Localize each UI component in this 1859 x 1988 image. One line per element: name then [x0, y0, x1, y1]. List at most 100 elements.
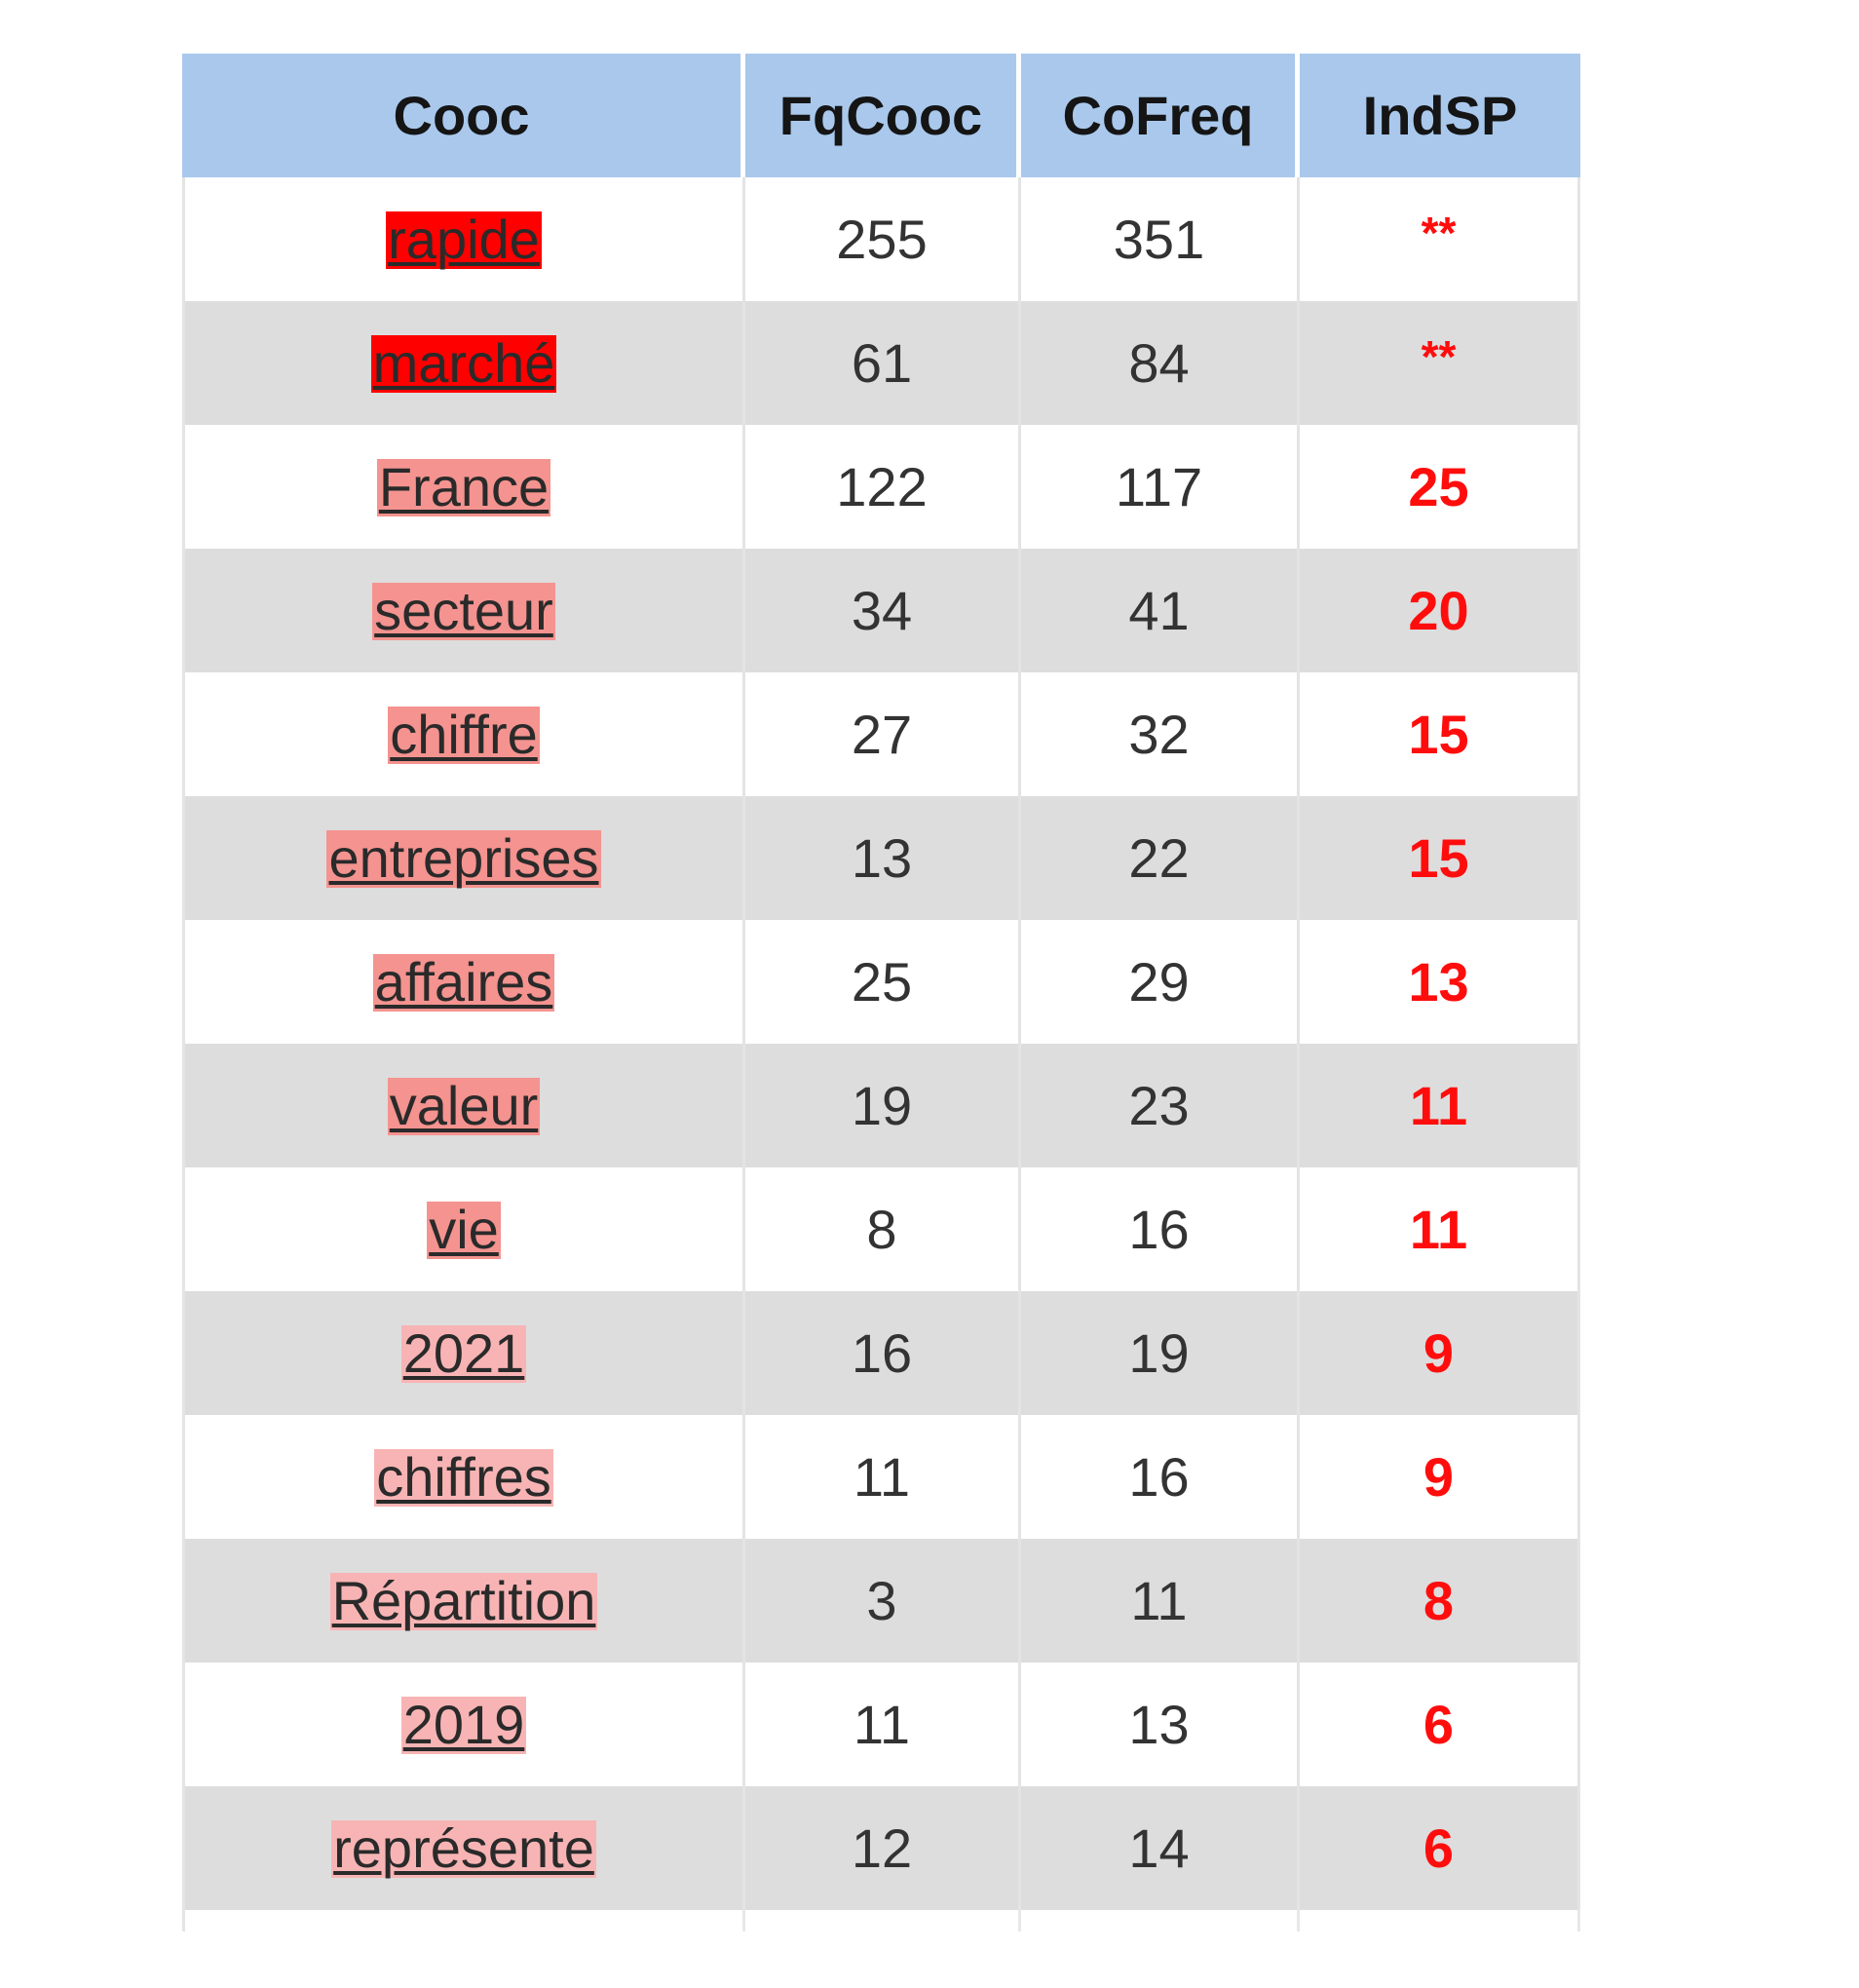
indsp-cell: **	[1300, 177, 1580, 301]
cofreq-cell: 22	[1021, 796, 1300, 920]
fqcooc-cell: 12	[745, 1786, 1021, 1910]
cofreq-cell: 84	[1021, 301, 1300, 425]
cooc-word-link[interactable]: chiffre	[388, 704, 540, 765]
indsp-cell: 9	[1300, 1291, 1580, 1415]
cooc-word-link[interactable]: rapide	[386, 209, 542, 270]
cofreq-cell: 23	[1021, 1044, 1300, 1167]
indsp-cell: 15	[1300, 796, 1580, 920]
cooc-word-link[interactable]: France	[376, 456, 551, 517]
cofreq-cell: 14	[1021, 1786, 1300, 1910]
indsp-value: 9	[1423, 1322, 1455, 1384]
cofreq-cell: 19	[1021, 1291, 1300, 1415]
indsp-value: 15	[1408, 827, 1469, 889]
column-header-fqcooc[interactable]: FqCooc	[745, 54, 1021, 177]
table-body: rapide 255 351 ** marché 61 84 ** France 122 117 25…	[182, 177, 1580, 1931]
table-row: représente 12 14 6	[182, 1786, 1580, 1910]
cofreq-cell: 16	[1021, 1167, 1300, 1291]
fqcooc-cell: 11	[745, 1415, 1021, 1539]
fqcooc-cell: 13	[745, 796, 1021, 920]
fqcooc-cell: 255	[745, 177, 1021, 301]
cooccurrence-table: Cooc FqCooc CoFreq IndSP rapide 255 351 ** m…	[182, 54, 1580, 1931]
table-row: entreprises 13 22 15	[182, 796, 1580, 920]
table-row: marché 61 84 **	[182, 301, 1580, 425]
indsp-cell: 6	[1300, 1663, 1580, 1786]
fqcooc-cell: 27	[745, 672, 1021, 796]
cofreq-cell: 351	[1021, 177, 1300, 301]
column-header-indsp[interactable]: IndSP	[1300, 54, 1580, 177]
indsp-cell: 11	[1300, 1167, 1580, 1291]
indsp-cell: 6	[1300, 1786, 1580, 1910]
table-row: rapide 255 351 **	[182, 177, 1580, 301]
table-row: France 122 117 25	[182, 425, 1580, 549]
cutoff-cell	[182, 1910, 745, 1931]
indsp-value: 15	[1408, 704, 1469, 765]
cooc-cell: marché	[182, 301, 745, 425]
indsp-cell: 13	[1300, 920, 1580, 1044]
cooc-cell: chiffres	[182, 1415, 745, 1539]
cooc-word-link[interactable]: vie	[427, 1199, 501, 1260]
indsp-cell: **	[1300, 301, 1580, 425]
cooc-cell: affaires	[182, 920, 745, 1044]
cooc-cell: France	[182, 425, 745, 549]
cooccurrence-table-container: Cooc FqCooc CoFreq IndSP rapide 255 351 ** m…	[182, 54, 1580, 1931]
indsp-value: 6	[1423, 1694, 1455, 1755]
cooc-cell: entreprises	[182, 796, 745, 920]
cooc-word-link[interactable]: 2021	[400, 1322, 527, 1384]
cooc-cell: chiffre	[182, 672, 745, 796]
table-row: 2019 11 13 6	[182, 1663, 1580, 1786]
column-header-cooc[interactable]: Cooc	[182, 54, 745, 177]
cooc-word-link[interactable]: représente	[331, 1817, 596, 1879]
cofreq-cell: 13	[1021, 1663, 1300, 1786]
fqcooc-cell: 19	[745, 1044, 1021, 1167]
fqcooc-cell: 8	[745, 1167, 1021, 1291]
fqcooc-cell: 34	[745, 549, 1021, 672]
cooc-cell: représente	[182, 1786, 745, 1910]
indsp-value: 25	[1408, 456, 1469, 517]
fqcooc-cell: 122	[745, 425, 1021, 549]
indsp-cell: 9	[1300, 1415, 1580, 1539]
table-row: Répartition 3 11 8	[182, 1539, 1580, 1663]
indsp-value: 9	[1423, 1446, 1455, 1508]
cooc-word-link[interactable]: secteur	[372, 580, 555, 641]
fqcooc-cell: 25	[745, 920, 1021, 1044]
cofreq-cell: 16	[1021, 1415, 1300, 1539]
indsp-cell: 11	[1300, 1044, 1580, 1167]
indsp-value: **	[1421, 208, 1457, 258]
cofreq-cell: 29	[1021, 920, 1300, 1044]
cooc-word-link[interactable]: Répartition	[329, 1570, 598, 1631]
table-row: 2021 16 19 9	[182, 1291, 1580, 1415]
indsp-value: 11	[1409, 1075, 1468, 1136]
cofreq-cell: 32	[1021, 672, 1300, 796]
fqcooc-cell: 3	[745, 1539, 1021, 1663]
cooc-cell: vie	[182, 1167, 745, 1291]
indsp-cell: 15	[1300, 672, 1580, 796]
indsp-value: 20	[1408, 580, 1469, 641]
indsp-value: 13	[1408, 951, 1469, 1013]
column-header-cofreq[interactable]: CoFreq	[1021, 54, 1300, 177]
table-header: Cooc FqCooc CoFreq IndSP	[182, 54, 1580, 177]
indsp-cell: 20	[1300, 549, 1580, 672]
cooc-cell: rapide	[182, 177, 745, 301]
cofreq-cell: 11	[1021, 1539, 1300, 1663]
cofreq-cell: 41	[1021, 549, 1300, 672]
cooc-word-link[interactable]: entreprises	[326, 827, 601, 889]
table-row-cutoff	[182, 1910, 1580, 1931]
cooc-cell: valeur	[182, 1044, 745, 1167]
table-row: vie 8 16 11	[182, 1167, 1580, 1291]
cooc-cell: Répartition	[182, 1539, 745, 1663]
table-row: chiffre 27 32 15	[182, 672, 1580, 796]
cooc-word-link[interactable]: chiffres	[374, 1446, 553, 1508]
cofreq-cell: 117	[1021, 425, 1300, 549]
cutoff-cell	[1021, 1910, 1300, 1931]
cooc-word-link[interactable]: valeur	[387, 1075, 541, 1136]
cooc-word-link[interactable]: marché	[370, 332, 557, 394]
fqcooc-cell: 11	[745, 1663, 1021, 1786]
indsp-value: 6	[1423, 1817, 1455, 1879]
cooc-word-link[interactable]: affaires	[372, 951, 555, 1013]
fqcooc-cell: 16	[745, 1291, 1021, 1415]
cooc-cell: 2021	[182, 1291, 745, 1415]
table-row: affaires 25 29 13	[182, 920, 1580, 1044]
indsp-value: **	[1421, 331, 1457, 382]
cooc-word-link[interactable]: 2019	[400, 1694, 527, 1755]
indsp-value: 11	[1409, 1199, 1468, 1260]
